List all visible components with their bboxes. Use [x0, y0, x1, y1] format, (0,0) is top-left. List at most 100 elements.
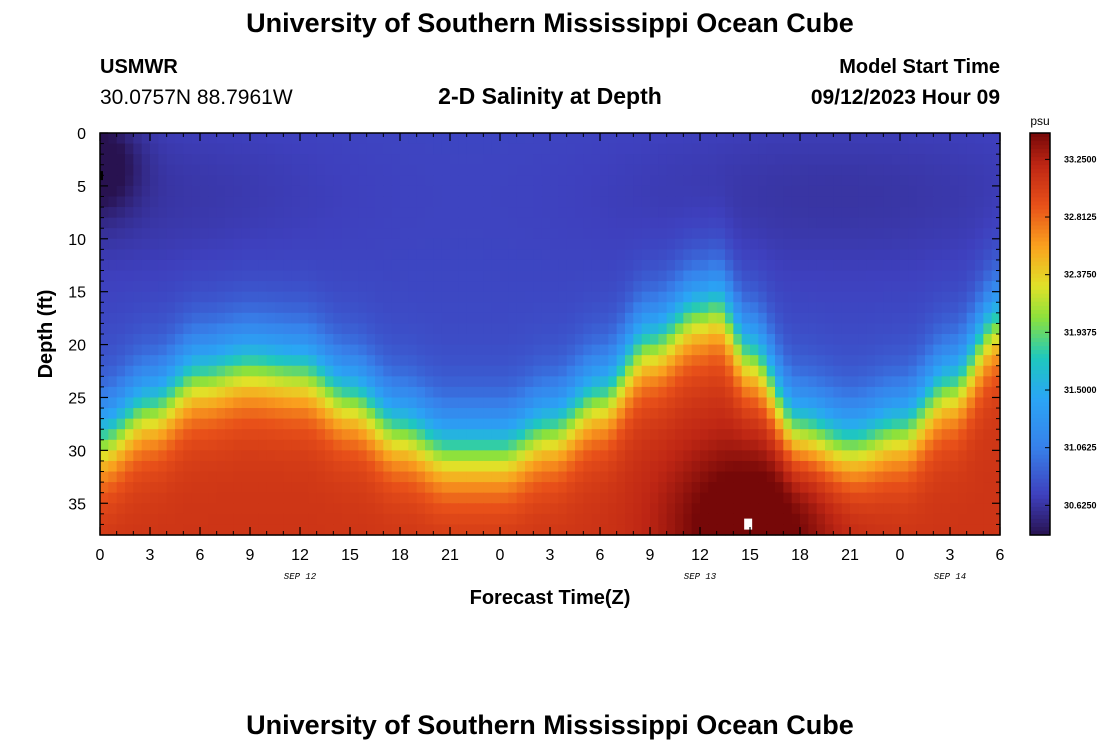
heatmap-cell: [633, 291, 643, 303]
heatmap-cell: [591, 196, 601, 208]
heatmap-cell: [741, 249, 751, 261]
heatmap-cell: [166, 334, 176, 346]
heatmap-cell: [175, 355, 184, 367]
heatmap-cell: [800, 154, 809, 166]
heatmap-cell: [425, 418, 434, 430]
heatmap-cell: [408, 270, 418, 282]
heatmap-cell: [308, 238, 318, 250]
heatmap-cell: [275, 291, 284, 303]
heatmap-cell: [358, 408, 368, 420]
heatmap-cell: [691, 217, 701, 229]
heatmap-cell: [450, 302, 459, 314]
heatmap-cell: [933, 302, 943, 314]
heatmap-cell: [650, 355, 659, 367]
heatmap-cell: [808, 513, 818, 526]
heatmap-cell: [966, 207, 976, 219]
heatmap-cell: [150, 503, 159, 515]
heatmap-cell: [625, 249, 634, 261]
heatmap-cell: [483, 503, 493, 515]
heatmap-cell: [116, 376, 126, 388]
heatmap-cell: [175, 408, 184, 420]
heatmap-cell: [566, 408, 576, 420]
heatmap-cell: [175, 386, 184, 399]
heatmap-cell: [833, 207, 843, 219]
heatmap-cell: [491, 196, 501, 208]
heatmap-cell: [333, 408, 343, 420]
heatmap-cell: [591, 439, 601, 451]
heatmap-cell: [400, 334, 409, 346]
heatmap-cell: [825, 217, 834, 229]
heatmap-cell: [383, 196, 393, 208]
heatmap-cell: [808, 291, 818, 303]
heatmap-cell: [916, 133, 926, 145]
heatmap-cell: [608, 238, 618, 250]
heatmap-cell: [791, 291, 801, 303]
heatmap-cell: [850, 513, 859, 526]
heatmap-cell: [441, 133, 451, 145]
heatmap-cell: [758, 196, 768, 208]
heatmap-cell: [108, 154, 118, 166]
heatmap-cell: [775, 376, 784, 388]
heatmap-cell: [766, 513, 776, 526]
heatmap-cell: [258, 471, 268, 483]
heatmap-cell: [500, 228, 509, 240]
heatmap-cell: [666, 355, 676, 367]
heatmap-cell: [100, 270, 109, 282]
heatmap-cell: [600, 143, 609, 155]
heatmap-cell: [300, 323, 309, 335]
heatmap-cell: [933, 133, 943, 145]
heatmap-cell: [866, 270, 876, 282]
y-tick-label: 35: [68, 496, 86, 513]
heatmap-cell: [958, 323, 968, 335]
heatmap-cell: [766, 334, 776, 346]
heatmap-cell: [508, 133, 518, 145]
heatmap-cell: [825, 513, 834, 526]
heatmap-cell: [966, 513, 976, 526]
heatmap-cell: [891, 164, 901, 176]
heatmap-cell: [941, 429, 951, 441]
heatmap-cell: [566, 482, 576, 494]
heatmap-cell: [241, 323, 251, 335]
heatmap-cell: [450, 175, 459, 187]
heatmap-cell: [800, 408, 809, 420]
heatmap-cell: [433, 450, 443, 462]
heatmap-cell: [816, 249, 826, 261]
heatmap-cell: [958, 334, 968, 346]
heatmap-cell: [258, 323, 268, 335]
heatmap-cell: [766, 302, 776, 314]
heatmap-cell: [150, 513, 159, 526]
heatmap-cell: [600, 249, 609, 261]
x-tick-label: 18: [791, 547, 809, 564]
heatmap-cell: [916, 323, 926, 335]
heatmap-cell: [933, 143, 943, 155]
heatmap-cell: [516, 154, 526, 166]
heatmap-cell: [441, 196, 451, 208]
heatmap-cell: [358, 429, 368, 441]
heatmap-cell: [958, 281, 968, 293]
heatmap-cell: [366, 164, 376, 176]
heatmap-cell: [316, 408, 326, 420]
heatmap-cell: [791, 492, 801, 504]
heatmap-cell: [666, 175, 676, 187]
heatmap-cell: [558, 513, 568, 526]
heatmap-cell: [250, 217, 259, 229]
heatmap-cell: [833, 397, 843, 409]
heatmap-cell: [700, 482, 709, 494]
heatmap-cell: [125, 418, 134, 430]
heatmap-cell: [616, 460, 626, 473]
heatmap-cell: [450, 334, 459, 346]
heatmap-cell: [675, 418, 684, 430]
heatmap-cell: [566, 450, 576, 462]
heatmap-cell: [583, 439, 593, 451]
heatmap-cell: [425, 185, 434, 198]
heatmap-cell: [508, 164, 518, 176]
heatmap-cell: [283, 503, 293, 515]
heatmap-cell: [483, 471, 493, 483]
heatmap-cell: [350, 217, 359, 229]
heatmap-cell: [141, 217, 151, 229]
heatmap-cell: [900, 524, 909, 536]
heatmap-cell: [466, 154, 476, 166]
colorbar-swatch: [1030, 193, 1050, 198]
heatmap-cell: [308, 492, 318, 504]
heatmap-cell: [450, 270, 459, 282]
